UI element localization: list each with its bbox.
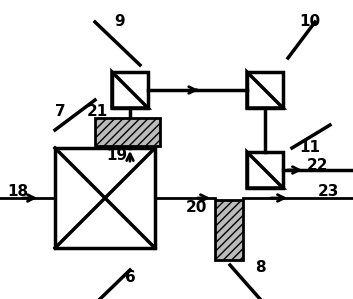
Polygon shape [55, 148, 155, 248]
Text: 23: 23 [317, 184, 339, 199]
Text: 10: 10 [299, 14, 321, 30]
Text: 21: 21 [86, 104, 108, 120]
Text: 19: 19 [107, 147, 127, 162]
Text: 8: 8 [255, 260, 265, 275]
Text: 22: 22 [307, 158, 329, 173]
Bar [215, 200, 243, 260]
Text: 11: 11 [299, 141, 321, 155]
Text: 6: 6 [125, 271, 135, 286]
Text: 20: 20 [185, 201, 207, 216]
Text: 7: 7 [55, 104, 65, 120]
Bar [95, 118, 160, 146]
Text: 9: 9 [115, 14, 125, 30]
Text: 18: 18 [7, 184, 29, 199]
